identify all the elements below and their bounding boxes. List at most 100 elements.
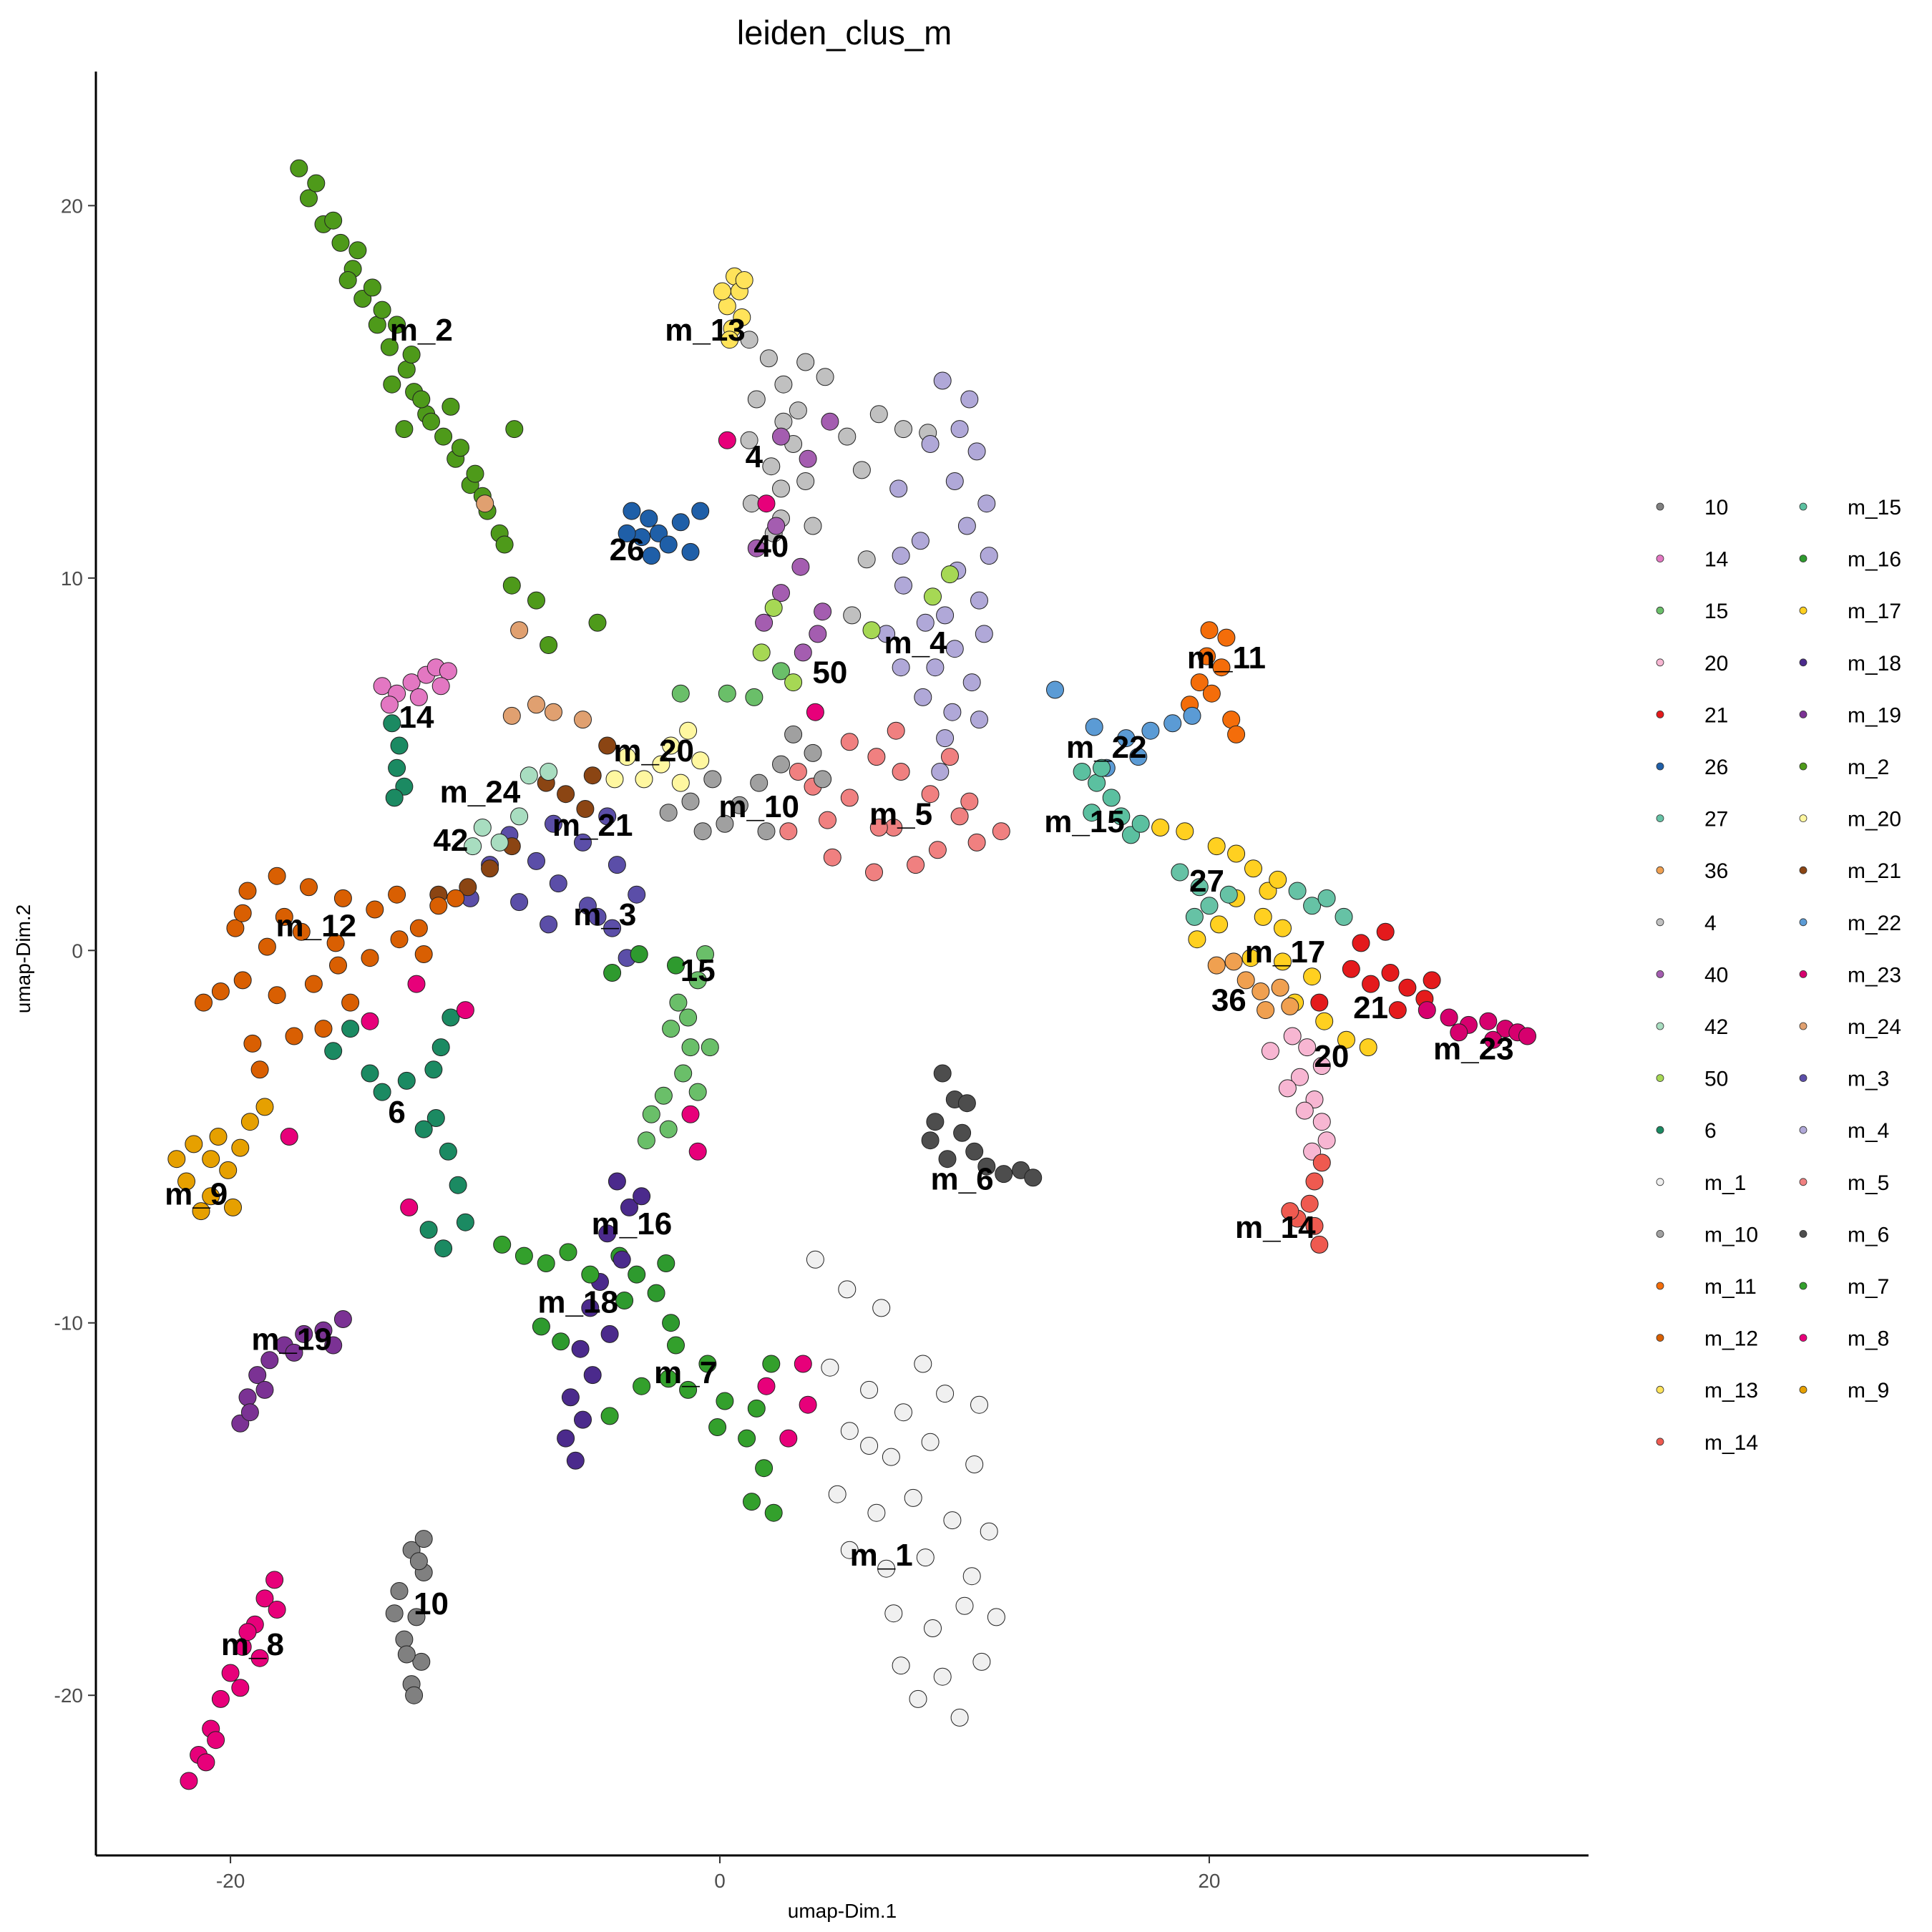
cluster-m_10 [659,725,832,841]
legend-key [1656,555,1664,562]
scatter-point [598,736,617,755]
scatter-point [388,316,406,334]
scatter-point [970,591,988,610]
scatter-point [1241,949,1260,967]
cluster-label: m_11 [1187,640,1266,675]
scatter-point [662,736,680,755]
legend-key [1656,502,1664,511]
scatter-point [718,431,736,449]
scatter-point [659,1370,678,1388]
legend-label: m_17 [1848,600,1901,623]
scatter-point [950,1708,969,1727]
scatter-point [642,547,660,565]
scatter-point [1274,952,1292,971]
scatter-point [730,796,748,814]
legend-item: m_13 [1656,1379,1758,1402]
legend-label: 14 [1704,548,1728,572]
scatter-point [502,706,521,725]
legend-key [1799,1334,1807,1342]
cluster-label: m_16 [592,1206,673,1241]
scatter-point [757,494,776,513]
scatter-point [965,1455,984,1473]
scatter-point [195,993,213,1012]
scatter-point [1046,680,1064,699]
scatter-point [422,412,440,431]
scatter-point [490,833,509,852]
legend-key [1656,711,1664,718]
cluster-label: m_7 [654,1355,717,1390]
scatter-point [750,774,769,792]
scatter-point [936,729,955,748]
scatter-point [510,621,529,640]
scatter-point [481,859,499,878]
scatter-point [409,919,428,937]
scatter-point [495,535,514,554]
scatter-point [456,1001,474,1020]
scatter-point [941,748,959,766]
scatter-point [894,576,912,595]
scatter-point [1183,706,1201,725]
scatter-point [659,1120,678,1138]
scatter-point [268,1601,286,1619]
scatter-point [1440,1008,1458,1027]
legend-label: 6 [1704,1119,1717,1143]
legend-key [1656,658,1664,667]
scatter-point [914,1355,932,1373]
scatter-point [1129,748,1148,766]
legend-label: m_21 [1848,859,1901,883]
scatter-point [1227,844,1246,863]
legend-item: m_23 [1799,963,1901,987]
scatter-point [1388,1001,1407,1020]
legend-key [1656,1230,1664,1238]
scatter-point [1198,647,1216,665]
legend-label: m_19 [1848,703,1901,727]
scatter-point [928,841,947,859]
scatter-point [674,1064,693,1083]
scatter-point [772,755,790,774]
scatter-point [696,945,714,963]
cluster-27 [1171,863,1353,926]
scatter-point [248,1366,267,1385]
scatter-point [414,945,433,963]
scatter-point [258,937,276,956]
scatter-point [1219,885,1238,904]
scatter-point [1024,1169,1043,1187]
scatter-point [633,1377,651,1395]
scatter-point [574,833,592,852]
legend-item: 6 [1656,1119,1717,1143]
scatter-point [774,375,793,394]
scatter-point [557,1429,575,1448]
scatter-point [806,1250,824,1269]
scatter-point [799,1395,817,1414]
scatter-point [581,1299,600,1317]
scatter-point [914,688,932,706]
legend-item: 42 [1656,1015,1728,1039]
scatter-point [970,711,988,729]
scatter-point [231,1679,250,1697]
cluster-42 [464,763,558,856]
scatter-point [931,763,950,781]
chart-title: leiden_clus_m [737,14,952,52]
scatter-point [505,420,524,439]
scatter-point [628,1265,646,1284]
scatter-point [921,785,940,804]
scatter-point [804,517,822,535]
scatter-point [693,822,712,841]
scatter-point [882,1448,900,1466]
scatter-point [238,882,257,900]
scatter-point [314,1020,333,1038]
scatter-point [407,1608,426,1626]
scatter-point [804,743,822,762]
scatter-point [167,1150,186,1169]
scatter-point [603,919,622,937]
scatter-point [938,1150,957,1169]
scatter-point [598,1224,617,1243]
cluster-m_4 [877,371,998,781]
scatter-point [872,1299,891,1317]
scatter-point [669,993,688,1012]
scatter-point [447,889,465,907]
scatter-point [331,233,350,252]
scatter-point [654,1086,673,1105]
scatter-point [1200,897,1219,915]
